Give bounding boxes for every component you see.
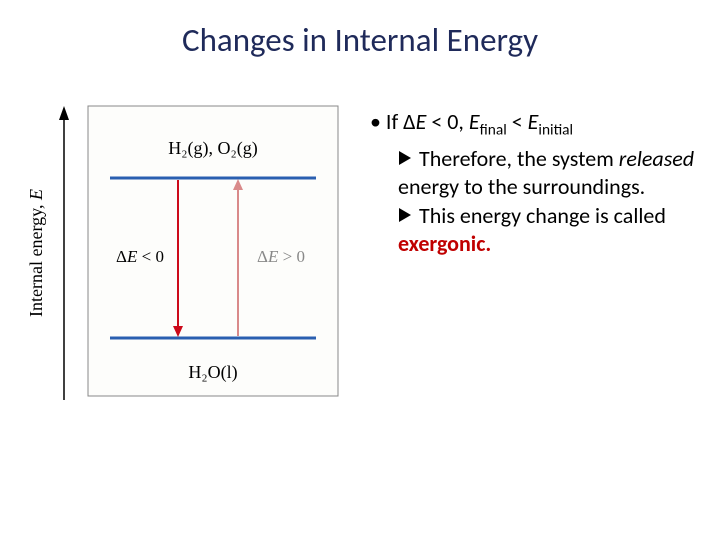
bullet-arrow-icon: [398, 150, 414, 166]
sb1-t2: released: [619, 145, 694, 172]
sub-bullet-1: Therefore, the system released energy to…: [398, 145, 700, 200]
bullet-prefix: • If: [370, 108, 403, 135]
op2: <: [507, 108, 528, 135]
energy-diagram: Internal energy, E H₂(g), O₂(g) H₂O(l) Δ…: [20, 100, 360, 420]
sb2-t2: exergonic.: [398, 230, 491, 257]
delta-symbol: Δ: [403, 108, 415, 135]
svg-text:Internal energy, E: Internal energy, E: [26, 189, 46, 317]
var-e: E: [416, 108, 427, 135]
svg-text:H₂(g), O₂(g): H₂(g), O₂(g): [168, 138, 258, 159]
diagram-svg: Internal energy, E H₂(g), O₂(g) H₂O(l) Δ…: [20, 100, 360, 420]
e-initial-var: E: [528, 108, 539, 135]
sub-final: final: [480, 120, 507, 139]
bullet-arrow-icon: [398, 207, 414, 223]
sb1-t3: energy to the surroundings.: [398, 173, 645, 200]
sub-initial: initial: [538, 120, 573, 139]
slide-title: Changes in Internal Energy: [0, 0, 720, 60]
e-final-var: E: [469, 108, 480, 135]
content-row: Internal energy, E H₂(g), O₂(g) H₂O(l) Δ…: [0, 100, 720, 420]
sub-bullet-2: This energy change is called exergonic.: [398, 202, 700, 257]
svg-text:ΔE < 0: ΔE < 0: [116, 247, 164, 266]
svg-text:H₂O(l): H₂O(l): [188, 362, 237, 383]
text-content: • If ΔE < 0, Efinal < Einitial Therefore…: [360, 100, 700, 420]
sb1-t1: Therefore, the system: [419, 145, 619, 172]
op1: < 0,: [426, 108, 469, 135]
svg-text:ΔE > 0: ΔE > 0: [257, 247, 305, 266]
sb2-t1: This energy change is called: [419, 202, 666, 229]
main-bullet: • If ΔE < 0, Efinal < Einitial: [370, 108, 700, 139]
